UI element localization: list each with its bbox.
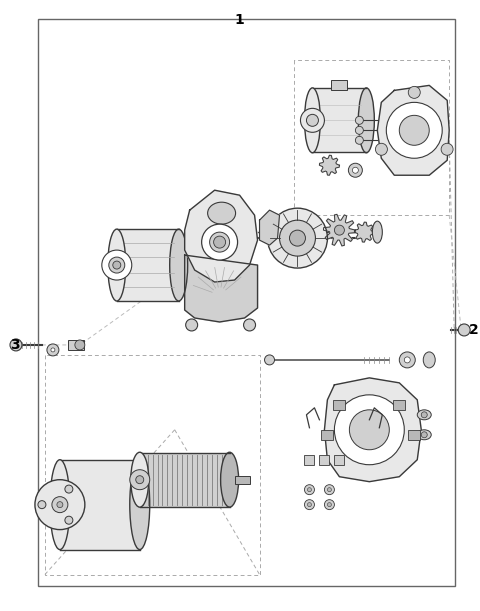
Bar	[393, 400, 405, 410]
Bar	[235, 476, 250, 484]
Ellipse shape	[372, 221, 383, 243]
Circle shape	[47, 344, 59, 356]
Circle shape	[355, 126, 363, 134]
Circle shape	[202, 224, 238, 260]
Circle shape	[109, 257, 125, 273]
Circle shape	[304, 500, 314, 510]
Circle shape	[65, 485, 73, 493]
Text: 2: 2	[469, 323, 479, 337]
Ellipse shape	[304, 88, 321, 153]
Circle shape	[35, 480, 85, 530]
Bar	[334, 400, 346, 410]
Ellipse shape	[130, 459, 150, 549]
Circle shape	[10, 339, 22, 351]
Circle shape	[408, 86, 420, 98]
Circle shape	[289, 230, 305, 246]
Circle shape	[210, 232, 229, 252]
Ellipse shape	[131, 452, 149, 507]
Circle shape	[300, 108, 324, 133]
Circle shape	[52, 497, 68, 513]
Circle shape	[375, 144, 387, 155]
Circle shape	[349, 410, 389, 450]
Circle shape	[335, 395, 404, 465]
Bar	[312, 89, 367, 153]
Circle shape	[306, 114, 318, 126]
Circle shape	[102, 250, 132, 280]
Circle shape	[308, 488, 312, 492]
Circle shape	[327, 503, 331, 507]
Circle shape	[458, 324, 470, 336]
Bar	[304, 455, 314, 465]
Bar	[117, 229, 179, 301]
Circle shape	[324, 485, 335, 495]
Circle shape	[324, 500, 335, 510]
Polygon shape	[260, 210, 279, 245]
Ellipse shape	[208, 202, 236, 224]
Circle shape	[264, 355, 275, 365]
Circle shape	[113, 261, 121, 269]
Bar	[322, 430, 334, 440]
Circle shape	[355, 136, 363, 144]
Polygon shape	[377, 86, 449, 175]
Circle shape	[75, 340, 85, 350]
Circle shape	[327, 488, 331, 492]
Polygon shape	[185, 255, 258, 322]
Ellipse shape	[170, 229, 188, 301]
Ellipse shape	[108, 229, 126, 301]
Circle shape	[304, 485, 314, 495]
Circle shape	[399, 115, 429, 145]
Polygon shape	[319, 155, 339, 175]
Bar	[331, 81, 348, 90]
Circle shape	[51, 348, 55, 352]
Circle shape	[308, 503, 312, 507]
Polygon shape	[354, 222, 374, 242]
Circle shape	[335, 225, 344, 235]
Circle shape	[130, 470, 150, 489]
Circle shape	[243, 319, 255, 331]
Circle shape	[214, 236, 226, 248]
Circle shape	[57, 502, 63, 508]
Bar	[140, 453, 229, 508]
Circle shape	[65, 516, 73, 524]
Circle shape	[267, 208, 327, 268]
Bar	[38, 19, 455, 586]
Circle shape	[38, 500, 46, 508]
Circle shape	[386, 103, 442, 158]
Text: 1: 1	[235, 12, 244, 26]
Circle shape	[399, 352, 415, 368]
Circle shape	[279, 220, 315, 256]
Circle shape	[348, 163, 362, 177]
Polygon shape	[185, 190, 258, 282]
Bar	[408, 430, 420, 440]
Bar	[319, 455, 329, 465]
Circle shape	[355, 116, 363, 124]
Ellipse shape	[417, 430, 431, 440]
Circle shape	[404, 357, 410, 363]
Circle shape	[421, 432, 427, 437]
Circle shape	[186, 319, 198, 331]
Circle shape	[136, 476, 144, 484]
Polygon shape	[324, 378, 421, 481]
Ellipse shape	[221, 452, 239, 507]
Ellipse shape	[423, 352, 435, 368]
Ellipse shape	[50, 459, 70, 549]
Polygon shape	[324, 214, 355, 246]
Circle shape	[352, 167, 359, 174]
Bar	[68, 340, 84, 350]
Bar	[60, 459, 140, 549]
Ellipse shape	[417, 410, 431, 420]
Circle shape	[421, 412, 427, 418]
Bar	[335, 455, 344, 465]
Circle shape	[441, 144, 453, 155]
Ellipse shape	[359, 88, 374, 153]
Text: 3: 3	[10, 338, 20, 352]
